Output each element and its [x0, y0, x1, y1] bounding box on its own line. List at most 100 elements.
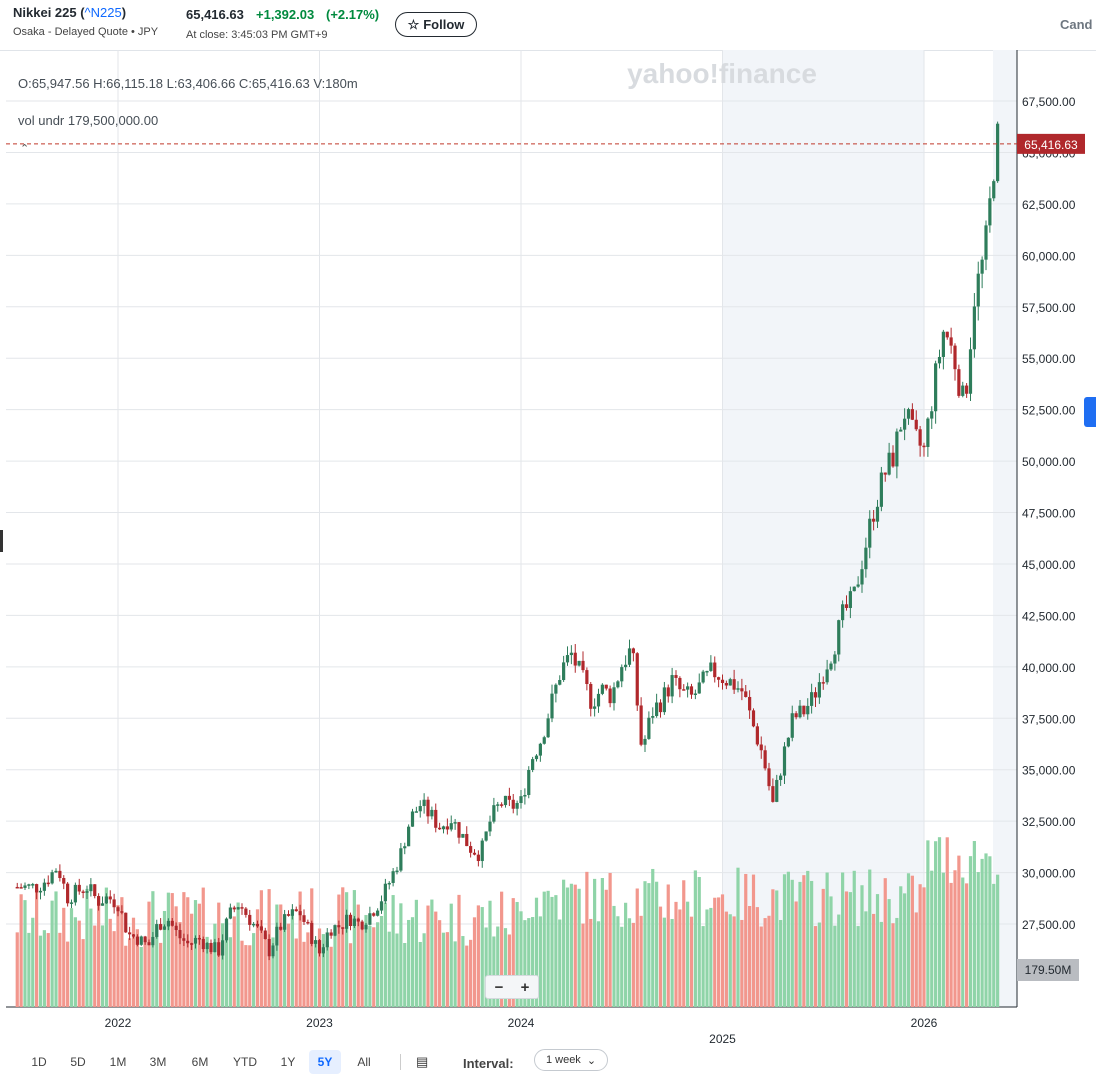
candle: [852, 586, 856, 592]
calendar-icon[interactable]: ▤: [416, 1054, 429, 1069]
ticker-symbol[interactable]: ^N225: [84, 5, 122, 20]
range-1d[interactable]: 1D: [28, 1050, 50, 1074]
candle: [612, 687, 616, 704]
volume-bar: [77, 920, 81, 1007]
range-1y[interactable]: 1Y: [276, 1050, 300, 1074]
candle: [546, 718, 550, 738]
volume-bar: [387, 931, 391, 1007]
volume-bar: [755, 907, 759, 1007]
candle: [166, 920, 170, 927]
candle: [503, 795, 508, 806]
volume-bar: [286, 923, 291, 1007]
volume-bar: [813, 926, 818, 1007]
x-tick-label: 2025: [709, 1032, 736, 1044]
volume-bar: [647, 883, 651, 1007]
candle: [697, 682, 701, 694]
candle: [310, 922, 314, 944]
volume-bar: [496, 926, 500, 1007]
volume-bar: [612, 905, 616, 1007]
volume-bar: [128, 938, 132, 1007]
volume-bar: [678, 909, 682, 1007]
volume-bar: [697, 877, 701, 1007]
volume-bar: [523, 920, 527, 1007]
volume-bar: [360, 927, 364, 1007]
candle: [868, 518, 872, 548]
range-1m[interactable]: 1M: [106, 1050, 130, 1074]
range-5d[interactable]: 5D: [67, 1050, 89, 1074]
volume-bar: [221, 923, 225, 1007]
volume-bar: [565, 887, 570, 1007]
candle: [31, 884, 35, 886]
price-chart[interactable]: 67,500.0065,000.0062,500.0060,000.0057,5…: [0, 50, 1096, 1044]
candle: [73, 884, 77, 903]
volume-bar: [968, 856, 973, 1007]
collapse-icon[interactable]: ⌃: [20, 143, 30, 155]
volume-bar: [620, 926, 624, 1007]
zoom-in-button[interactable]: +: [520, 978, 530, 996]
volume-bar: [306, 932, 310, 1007]
volume-bar: [178, 922, 182, 1007]
candle: [813, 692, 818, 698]
candle-tab[interactable]: Cand: [1060, 17, 1093, 32]
volume-bar: [151, 891, 155, 1007]
candle: [476, 854, 480, 862]
candle: [655, 702, 659, 717]
volume-bar: [693, 870, 697, 1007]
left-resize-handle[interactable]: [0, 530, 3, 552]
candle: [841, 604, 845, 621]
range-all[interactable]: All: [350, 1050, 378, 1074]
zoom-out-button[interactable]: −: [494, 978, 504, 996]
candle: [244, 908, 248, 915]
candle: [755, 726, 759, 745]
axis-settings-handle[interactable]: [1084, 397, 1096, 427]
volume-bar: [585, 871, 589, 1007]
candle: [228, 907, 232, 919]
volume-bar: [50, 900, 54, 1007]
candle: [422, 799, 426, 807]
range-5y[interactable]: 5Y: [309, 1050, 341, 1074]
follow-button[interactable]: ☆ Follow: [395, 12, 477, 37]
candle: [674, 675, 678, 678]
candle: [635, 653, 639, 706]
candle: [906, 409, 911, 419]
candle: [798, 705, 802, 718]
volume-bar: [934, 841, 938, 1007]
candle: [651, 716, 655, 718]
volume-bar: [46, 933, 50, 1007]
range-3m[interactable]: 3M: [146, 1050, 170, 1074]
candle: [596, 693, 601, 707]
candle: [875, 506, 880, 522]
candle: [569, 652, 573, 656]
range-6m[interactable]: 6M: [188, 1050, 212, 1074]
candle: [763, 750, 767, 769]
volume-bar: [348, 943, 353, 1007]
interval-select[interactable]: 1 week ⌄: [534, 1049, 608, 1071]
volume-bar: [720, 894, 725, 1007]
candle: [817, 682, 821, 698]
volume-bar: [81, 939, 85, 1007]
volume-bar: [666, 884, 670, 1007]
candle: [732, 679, 736, 690]
candle: [616, 681, 620, 688]
volume-bar: [534, 897, 539, 1007]
candle: [624, 664, 628, 668]
volume-bar: [255, 909, 260, 1007]
volume-bar: [159, 942, 163, 1007]
volume-bar: [740, 919, 744, 1007]
candle: [666, 687, 670, 697]
watermark: yahoo!finance: [627, 58, 817, 89]
volume-bar: [434, 911, 438, 1007]
y-tick-label: 52,500.00: [1022, 404, 1076, 418]
volume-bar: [310, 888, 314, 1007]
candle: [802, 705, 806, 715]
x-tick-label: 2023: [306, 1016, 333, 1030]
volume-bar: [604, 889, 608, 1007]
range-ytd[interactable]: YTD: [229, 1050, 261, 1074]
volume-bar: [883, 878, 887, 1007]
range-toolbar: 1D 5D 1M 3M 6M YTD 1Y 5Y All ▤ Interval:…: [0, 1044, 1096, 1079]
y-tick-label: 60,000.00: [1022, 249, 1076, 263]
candle: [201, 939, 205, 950]
candle: [864, 547, 868, 570]
volume-bar: [193, 900, 198, 1007]
candle: [329, 932, 333, 936]
